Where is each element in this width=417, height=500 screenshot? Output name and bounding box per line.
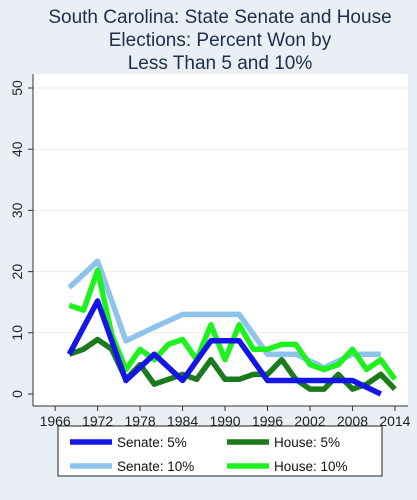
x-tick-label: 2014 <box>379 413 410 429</box>
y-tick-label: 0 <box>9 390 25 398</box>
y-tick-label: 30 <box>9 202 25 218</box>
x-tick-label: 1990 <box>209 413 240 429</box>
legend: Senate: 5% House: 5% Senate: 10% House: 10% <box>57 425 383 477</box>
chart-title: South Carolina: State Senate and HouseEl… <box>48 7 391 74</box>
x-tick-label: 2002 <box>294 413 325 429</box>
title-line: Less Than 5 and 10% <box>128 53 313 74</box>
y-tick-label: 50 <box>9 80 25 96</box>
x-tick-label: 1984 <box>167 413 198 429</box>
legend-label: Senate: 10% <box>117 459 194 474</box>
x-tick-label: 1978 <box>125 413 156 429</box>
legend-label: Senate: 5% <box>117 435 187 450</box>
x-tick-label: 1972 <box>82 413 113 429</box>
x-tick-label: 1966 <box>40 413 71 429</box>
y-tick-label: 20 <box>9 264 25 280</box>
legend-label: House: 5% <box>274 435 340 450</box>
x-tick-label: 2008 <box>337 413 368 429</box>
y-tick-label: 40 <box>9 141 25 157</box>
series-line-senate-5 <box>66 298 382 397</box>
x-tick-label: 1996 <box>252 413 283 429</box>
title-line: South Carolina: State Senate and House <box>48 7 391 28</box>
title-line: Elections: Percent Won by <box>109 30 332 51</box>
y-tick-label: 10 <box>9 325 25 341</box>
series-lines <box>66 258 398 397</box>
legend-label: House: 10% <box>274 459 348 474</box>
axes: 0 10 20 30 40 50 1966 1972 1978 1984 1990 1996 2002 2… <box>9 74 411 429</box>
